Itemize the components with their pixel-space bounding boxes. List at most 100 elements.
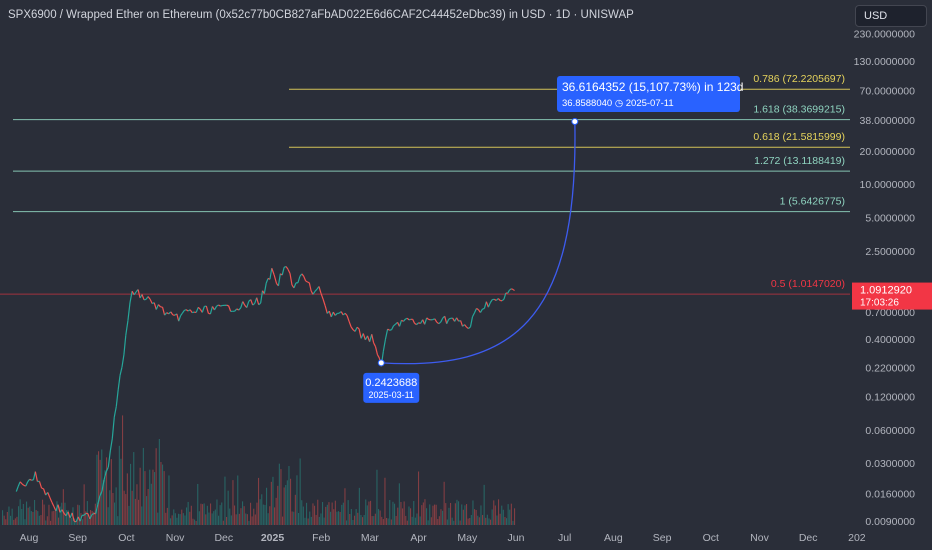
price-segment <box>503 292 507 300</box>
volume-bar <box>278 463 280 525</box>
x-tick-label: Dec <box>799 532 818 544</box>
volume-bar <box>38 515 40 525</box>
volume-bar <box>301 500 303 525</box>
price-segment <box>387 328 390 331</box>
volume-bar <box>424 499 426 525</box>
price-segment <box>155 304 159 310</box>
volume-bar <box>181 509 183 525</box>
price-segment <box>265 278 269 284</box>
volume-bar <box>432 505 434 525</box>
y-tick-label: 2.5000000 <box>865 246 915 258</box>
volume-bar <box>419 516 421 525</box>
price-segment <box>133 291 137 296</box>
price-segment <box>487 302 491 308</box>
price-segment <box>27 478 31 483</box>
price-segment <box>312 290 316 295</box>
price-segment <box>507 289 511 294</box>
price-segment <box>340 311 344 316</box>
price-segment <box>109 438 113 451</box>
price-segment <box>236 308 240 311</box>
volume-bar <box>464 505 466 525</box>
price-segment <box>482 307 485 310</box>
price-segment <box>73 520 77 523</box>
volume-bar <box>438 516 440 525</box>
price-segment <box>38 481 43 489</box>
volume-bar <box>302 506 304 525</box>
volume-bar <box>390 519 392 525</box>
price-segment <box>127 302 131 321</box>
volume-bar <box>205 514 207 525</box>
volume-bar <box>342 502 344 525</box>
price-segment <box>97 495 101 505</box>
price-segment <box>91 512 95 516</box>
price-segment <box>354 326 358 332</box>
price-segment <box>238 307 242 311</box>
price-segment <box>434 318 438 323</box>
price-segment <box>293 282 297 289</box>
y-tick-label: 0.0600000 <box>865 425 915 437</box>
price-series <box>15 265 515 523</box>
volume-bar <box>389 500 391 525</box>
currency-button[interactable]: USD <box>855 5 927 27</box>
volume-bar <box>310 516 312 525</box>
price-segment <box>263 283 267 294</box>
volume-bar <box>232 480 234 525</box>
volume-bar <box>306 502 308 525</box>
price-segment <box>369 334 373 342</box>
price-segment <box>466 326 469 330</box>
volume-bar <box>402 508 404 525</box>
volume-bar <box>219 505 221 525</box>
y-tick-label: 130.0000000 <box>854 56 915 68</box>
volume-bar <box>288 466 290 525</box>
y-tick-label: 20.0000000 <box>860 146 916 158</box>
volume-bar <box>357 512 359 525</box>
volume-bar <box>434 504 436 525</box>
volume-bar <box>291 511 293 525</box>
volume-bar <box>317 499 319 525</box>
price-segment <box>89 514 93 520</box>
price-segment <box>283 265 287 268</box>
volume-bar <box>208 512 210 525</box>
volume-bar <box>160 462 162 525</box>
price-segment <box>256 297 260 305</box>
volume-bar <box>69 515 71 525</box>
volume-bar <box>171 515 173 525</box>
volume-bar <box>386 517 388 525</box>
volume-bar <box>413 501 415 525</box>
price-segment <box>125 320 129 336</box>
volume-bar <box>187 501 189 525</box>
price-segment <box>218 304 221 307</box>
volume-bar <box>144 471 146 525</box>
volume-bar <box>130 463 132 525</box>
volume-bar <box>32 511 34 525</box>
price-segment <box>358 328 362 339</box>
volume-bar <box>91 510 93 525</box>
volume-bar <box>454 503 456 525</box>
volume-bar <box>43 504 45 525</box>
price-segment <box>246 301 250 308</box>
volume-bar <box>290 478 292 525</box>
y-tick-label: 38.0000000 <box>860 115 916 127</box>
volume-bar <box>35 510 37 525</box>
volume-bar <box>456 499 458 525</box>
price-segment <box>371 334 375 343</box>
price-segment <box>438 321 442 325</box>
y-tick-label: 0.0300000 <box>865 458 915 470</box>
price-segment <box>79 515 83 522</box>
price-segment <box>103 471 107 480</box>
volume-bar <box>245 513 247 525</box>
volume-bar <box>16 516 18 525</box>
price-segment <box>157 304 161 308</box>
volume-bar <box>24 519 26 525</box>
volume-bar <box>222 520 224 525</box>
volume-bar <box>349 514 351 525</box>
volume-bar <box>246 514 248 525</box>
price-segment <box>330 311 334 318</box>
price-segment <box>195 307 199 313</box>
volume-bar <box>470 515 472 525</box>
volume-bar <box>422 502 424 525</box>
price-segment <box>485 301 489 308</box>
volume-bar <box>227 490 229 525</box>
